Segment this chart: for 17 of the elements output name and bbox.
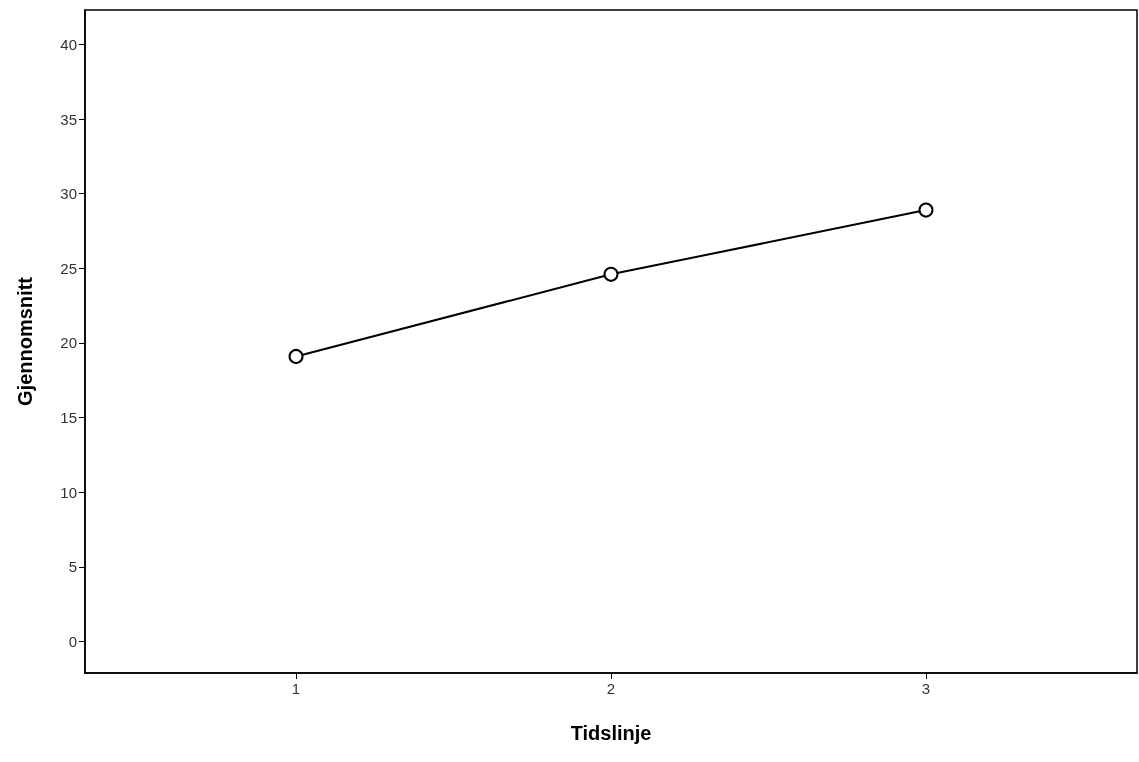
y-tick-label: 25 [60, 259, 77, 277]
y-tick-label: 5 [68, 558, 77, 576]
y-tick-label: 40 [60, 35, 77, 53]
point [918, 202, 934, 218]
y-tick-label: 30 [60, 185, 77, 203]
y-tick-label: 35 [60, 110, 77, 128]
point [603, 266, 619, 282]
point [288, 348, 304, 364]
y-tick-label: 15 [60, 409, 77, 427]
y-tick-label: 10 [60, 483, 77, 501]
x-axis-title: Tidslinje [570, 722, 652, 744]
y-tick-label: 0 [68, 633, 77, 651]
x-tick-label: 2 [606, 680, 616, 697]
y-axis-title: Gjennomsnitt [14, 276, 36, 406]
y-tick-label: 20 [60, 334, 77, 352]
x-tick-label: 3 [921, 680, 931, 697]
x-tick-label: 1 [291, 680, 301, 697]
